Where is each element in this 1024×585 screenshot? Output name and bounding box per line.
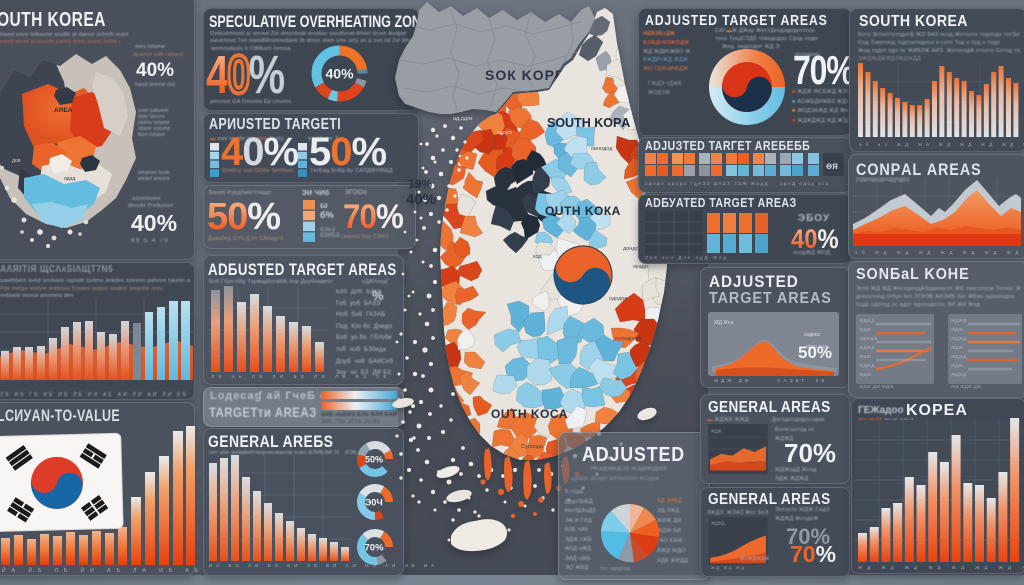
svg-text:ад,одок: ад,одок xyxy=(453,116,473,122)
svg-text:ОUTH KOСА: ОUTH KOСА xyxy=(491,407,568,421)
svg-text:19%: 19% xyxy=(408,177,432,191)
svg-text:ЖДЖ: ЖДЖ xyxy=(711,428,722,433)
svg-text:аб ЖД ЖД ЖД ЖД ЖД ЖД ЖД ЖД ЖД: аб ЖД ЖД ЖД ЖД ЖД ЖД ЖД ЖД ЖД xyxy=(855,250,1024,255)
svg-text:сеоул: сеоул xyxy=(497,130,512,136)
svg-text:ЖД ЖДЖ ДЖ: ЖД ЖДЖ ДЖ xyxy=(951,384,982,390)
svg-text:ЖДЖ: ЖДЖ xyxy=(951,327,964,333)
svg-text:ЖДЖД: ЖДЖД xyxy=(951,318,967,324)
svg-text:50%: 50% xyxy=(365,455,383,465)
svg-text:окадо: окадо xyxy=(633,264,648,270)
svg-text:Гнпона: Гнпона xyxy=(539,242,558,248)
svg-text:50%: 50% xyxy=(798,343,832,362)
svg-text:40%: 40% xyxy=(406,191,436,208)
svg-text:одад: одад xyxy=(64,176,75,182)
svg-text:ИА БО АИ БО БИ ЭБ БИ АО ИЭ АИ: ИА БО АИ БО БИ ЭБ БИ АО ИЭ АИ ЭБ ИА xyxy=(209,563,438,568)
svg-text:40%: 40% xyxy=(326,66,355,82)
svg-text:SOUTH KOРA: SOUTH KOРA xyxy=(547,116,630,130)
svg-text:ЭДЖДЖ: ЭДЖДЖ xyxy=(859,336,878,342)
svg-text:ЖДЖД: ЖДЖД xyxy=(951,354,967,360)
svg-text:ЖДЖ ДЖ ЖДЖ: ЖДЖ ДЖ ЖДЖ xyxy=(859,384,894,390)
svg-text:дондо: дондо xyxy=(623,246,639,252)
svg-text:оноодоков: оноодоков xyxy=(615,336,642,342)
svg-text:ЖДЖ: ЖДЖ xyxy=(951,345,964,351)
svg-text:содоос: содоос xyxy=(804,332,821,338)
svg-text:ЖДЖД: ЖДЖД xyxy=(859,345,875,351)
svg-text:SOК KOРEА: SOК KOРEА xyxy=(485,67,576,83)
svg-text:ѳя: ѳя xyxy=(826,161,838,172)
svg-text:аб но ЖД ЖБ ЖД ЖД ЖД ЖД ЖД ЖД: аб но ЖД ЖБ ЖД ЖД ЖД ЖД ЖД ЖД ЖД xyxy=(859,142,1024,147)
svg-text:ЖД ЖД ЖД ЖД ЖД ЖД ЖД ЖД ЖД ЖД: ЖД ЖД ЖД ЖД ЖД ЖД ЖД ЖД ЖД ЖД xyxy=(858,565,1024,570)
svg-text:Э0Ч: Э0Ч xyxy=(365,498,383,508)
svg-text:ЖДЖ ДЖ САЭБТ ЗБ: ЖДЖ ДЖ САЭБТ ЗБ xyxy=(714,378,827,383)
svg-text:ододо ододо тдАЗЗ ДАЗЗ ЗЗЖ Жод: ододо ододо тдАЗЗ ДАЗЗ ЗЗЖ ЖодД одоД одо… xyxy=(645,181,830,186)
svg-text:ЖД Жсо: ЖД Жсо xyxy=(714,320,734,326)
svg-text:ЖДЖД: ЖДЖД xyxy=(951,372,967,378)
svg-text:ОUTH KOКA: ОUTH KOКA xyxy=(545,204,621,218)
svg-text:ЖБЖ: ЖБЖ xyxy=(859,354,872,360)
svg-text:даво: даво xyxy=(483,338,495,344)
svg-text:овнодод: овнодод xyxy=(591,146,613,152)
svg-text:ЖДЖ: ЖДЖ xyxy=(951,363,964,369)
svg-text:одоо дод: одоо дод xyxy=(806,344,827,350)
svg-text:Зов осо Дос одД Жод: Зов осо Дос одД Жод xyxy=(645,255,728,260)
svg-text:ЖД ЖД ЖД: ЖД ЖД ЖД xyxy=(711,566,746,570)
svg-text:ододов: ододов xyxy=(609,296,627,302)
svg-text:вад: вад xyxy=(513,296,523,302)
svg-text:ЖДЖ: ЖДЖ xyxy=(859,327,872,333)
svg-text:ЖДЖД: ЖДЖД xyxy=(859,363,875,369)
svg-text:ЖДЖД: ЖДЖД xyxy=(859,318,875,324)
svg-text:ЖДЖ: ЖДЖ xyxy=(859,372,872,378)
svg-text:ЖДЖД: ЖДЖД xyxy=(711,520,725,525)
svg-text:ЖДЖД: ЖДЖД xyxy=(951,336,967,342)
svg-text:ЛБ оЬ ЛБ ЛИ БЕ ЛИ ЛБ БЗ ЗБ: ЛБ оЬ ЛБ ЛИ БЕ ЛИ ЛБ БЗ ЗБ xyxy=(211,374,391,379)
svg-text:ЙА ЙБ ЛБ ЙИ АБ ЛА ИБ АЕ ЛБ ИА: ЙА ЙБ ЛБ ЙИ АБ ЛА ИБ АЕ ЛБ ИА ОБ ИЕ xyxy=(2,566,309,574)
svg-text:70%: 70% xyxy=(365,543,385,554)
svg-text:код: код xyxy=(533,254,542,260)
svg-text:Суноода: Суноода xyxy=(521,444,544,450)
svg-text:дов: дов xyxy=(12,158,21,164)
svg-text:AREA: AREA xyxy=(54,107,73,114)
